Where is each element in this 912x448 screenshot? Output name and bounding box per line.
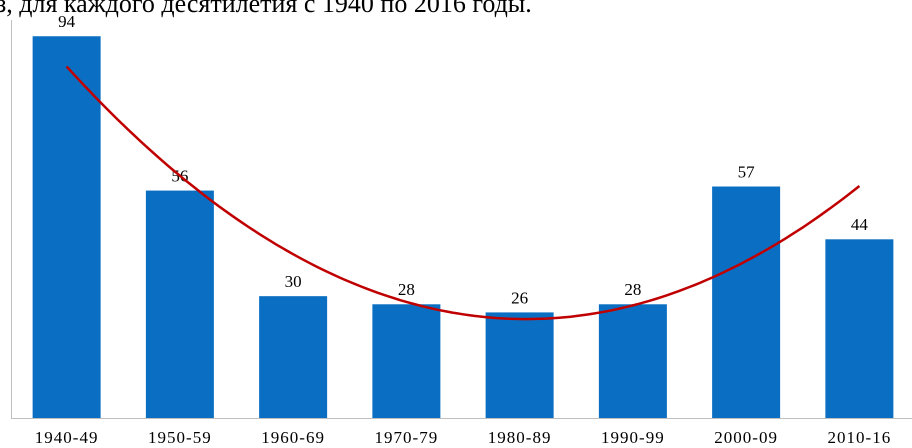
bar xyxy=(712,186,781,418)
x-tick-label: 2010-16 xyxy=(828,428,892,447)
value-label: 57 xyxy=(738,162,756,181)
value-label: 94 xyxy=(58,12,76,31)
trendline xyxy=(65,65,861,321)
bar xyxy=(32,36,101,418)
bar xyxy=(372,304,441,418)
bar xyxy=(598,304,667,418)
x-tick-label: 1940-49 xyxy=(35,428,99,447)
bar xyxy=(825,239,894,418)
x-tick-label: 1960-69 xyxy=(261,428,325,447)
value-label: 28 xyxy=(624,280,641,299)
bar xyxy=(485,312,554,418)
x-tick-label: 1950-59 xyxy=(148,428,212,447)
value-label: 26 xyxy=(511,288,528,307)
value-label: 30 xyxy=(285,272,302,291)
chart-title: з, для каждого десятилетия с 1940 по 201… xyxy=(0,0,532,18)
value-label: 28 xyxy=(398,280,415,299)
x-tick-label: 2000-09 xyxy=(714,428,778,447)
x-tick-label: 1980-89 xyxy=(488,428,552,447)
x-tick-label: 1970-79 xyxy=(375,428,439,447)
x-tick-label: 1990-99 xyxy=(601,428,665,447)
value-label: 44 xyxy=(851,215,869,234)
bar xyxy=(259,296,328,418)
bar xyxy=(145,190,214,418)
